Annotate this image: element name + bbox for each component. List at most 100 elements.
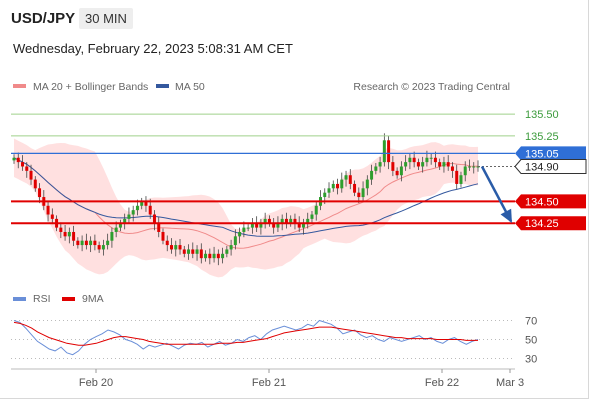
candle-body (208, 253, 212, 259)
candle (182, 245, 186, 258)
level-label-134.50: 134.50 (525, 196, 559, 208)
candle-body (93, 240, 97, 246)
candle-body (33, 179, 37, 189)
candle-body (378, 162, 382, 167)
level-label-135.50: 135.50 (525, 109, 559, 121)
candle (259, 218, 263, 235)
legend-bollinger-swatch (13, 84, 26, 88)
current-price-tag (514, 158, 587, 174)
candle (429, 153, 433, 165)
candle (195, 245, 199, 261)
candle-body (255, 223, 259, 228)
candle (361, 181, 365, 202)
candle (76, 237, 80, 249)
rsi-panel: 70 50 30 (11, 316, 537, 366)
candle-body (472, 166, 476, 168)
rsi-line (13, 319, 479, 356)
candle-body (178, 245, 182, 250)
legend-rsi-ma: 9MA (82, 293, 104, 305)
timeframe-badge[interactable]: 30 MIN (79, 8, 133, 29)
candle-body (221, 253, 225, 259)
candle (327, 182, 331, 198)
candle-body (148, 205, 152, 215)
candle-body (29, 170, 33, 180)
candle-body (327, 188, 331, 193)
candle (50, 208, 54, 225)
candle (353, 180, 357, 197)
candle-body (314, 205, 318, 215)
candle (221, 247, 225, 264)
support-level-tag (515, 194, 586, 209)
candle (21, 155, 25, 171)
candle (12, 154, 16, 164)
bollinger-band (14, 138, 478, 278)
candle (463, 161, 467, 182)
candle (246, 224, 250, 232)
candle-body (123, 218, 127, 224)
candle (374, 162, 378, 175)
candle-body (370, 170, 374, 180)
candle (442, 156, 446, 173)
candle (80, 235, 84, 252)
legend-bollinger: MA 20 + Bollinger Bands (33, 81, 148, 93)
candle (25, 162, 29, 178)
candle-body (442, 162, 446, 167)
candle-body (357, 192, 361, 198)
legend-rsi-swatch (13, 297, 26, 301)
candle-body (63, 231, 67, 237)
candle-body (174, 245, 178, 250)
candle-body (212, 253, 216, 259)
candle (97, 241, 101, 253)
candle (233, 229, 237, 250)
candle (72, 225, 76, 246)
candle-body (110, 231, 114, 241)
candle-body (293, 218, 297, 224)
candle-body (38, 188, 42, 198)
candle (455, 164, 459, 190)
chart-header: USD/JPY 30 MIN (0, 0, 590, 36)
candle (63, 224, 67, 241)
rsi-tick-50: 50 (525, 335, 537, 347)
candle (472, 162, 476, 174)
candle-body (391, 162, 395, 171)
candle-body (127, 214, 131, 219)
candle-body (348, 175, 352, 184)
candle (344, 170, 348, 187)
candle-body (425, 157, 429, 163)
candle (267, 215, 271, 227)
candle (208, 248, 212, 265)
x-tick-label: Mar 3 (496, 377, 524, 389)
candle-body (297, 223, 301, 228)
candle-body (118, 223, 122, 228)
candle-body (463, 166, 467, 176)
candle (370, 164, 374, 185)
candle-body (374, 166, 378, 171)
candle-body (152, 214, 156, 224)
candle-body (21, 162, 25, 167)
ma50-line (13, 157, 479, 237)
candle (225, 245, 229, 258)
chart-datetime: Wednesday, February 22, 2023 5:08:31 AM … (13, 41, 293, 56)
candle-body (340, 179, 344, 189)
candle (450, 162, 454, 178)
candle (301, 218, 305, 235)
candle-body (446, 162, 450, 167)
candle (187, 244, 191, 260)
candle (89, 236, 93, 253)
candle (212, 246, 216, 263)
candle-body (106, 240, 110, 246)
pivot-level-tag (515, 146, 586, 161)
legend-rsi: RSI (33, 293, 51, 305)
candle (306, 212, 310, 229)
candle (199, 243, 203, 264)
candle-body (195, 249, 199, 254)
candle-body (182, 249, 186, 254)
candle-body (246, 227, 250, 229)
candle (152, 210, 156, 231)
candle-body (170, 245, 174, 250)
candle-body (80, 240, 84, 246)
candle (408, 153, 412, 170)
candle (438, 158, 442, 170)
